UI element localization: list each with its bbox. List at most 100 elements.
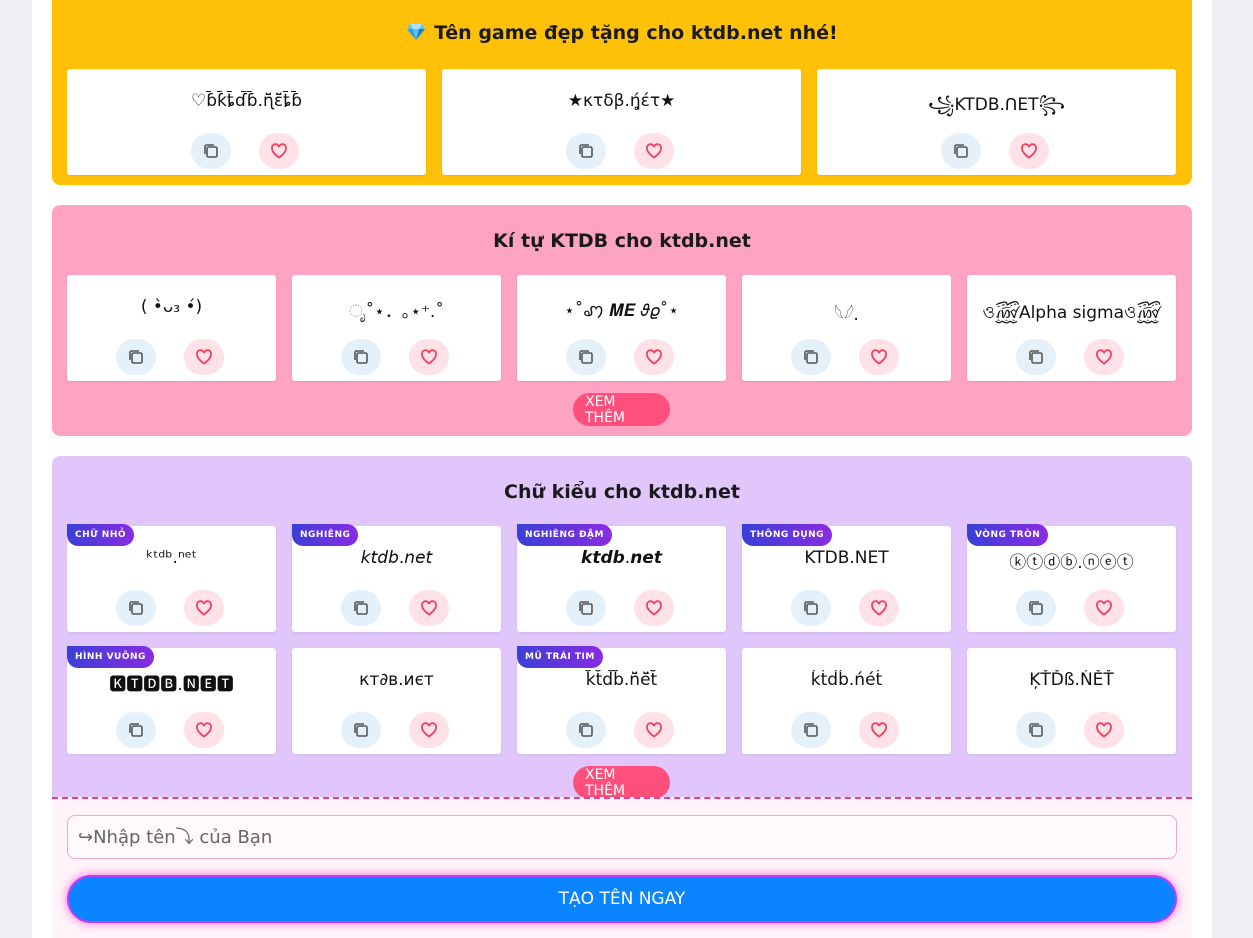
heart-icon (645, 721, 663, 739)
style-name-text: 𝘬𝘵𝘥𝘣.𝘯𝘦𝘵 (360, 548, 433, 568)
heart-icon (870, 721, 888, 739)
copy-icon (1027, 721, 1045, 739)
copy-icon (802, 599, 820, 617)
style-badge: THÔNG DỤNG (742, 524, 833, 546)
heart-icon (1095, 721, 1113, 739)
heart-icon (870, 599, 888, 617)
page: Tên game đẹp tặng cho ktdb.net nhé! Kí t… (32, 0, 1212, 938)
style-name-text: KTDB.NET (804, 548, 889, 568)
copy-button[interactable] (565, 339, 606, 375)
chu-kieu-card: ⓚⓣⓓⓑ.ⓝⓔⓣ VÒNG TRÒN (967, 524, 1176, 632)
heart-icon (195, 348, 213, 366)
style-name-text: ꧁KTDB.ᑎET꧂ (927, 95, 1066, 115)
copy-icon (202, 142, 220, 160)
name-input[interactable] (67, 815, 1177, 859)
copy-button[interactable] (115, 590, 156, 626)
copy-button[interactable] (790, 590, 831, 626)
ki-tu-more-button[interactable]: XEM THÊM (573, 393, 670, 426)
heart-icon (645, 348, 663, 366)
style-badge: CHỮ NHỎ (67, 524, 135, 546)
copy-button[interactable] (190, 133, 231, 169)
like-button[interactable] (183, 339, 224, 375)
heart-icon (870, 348, 888, 366)
style-name-text: k̆̈t̆̈d̆̈b̆̈.n̆̈ĕ̈t̆̈ (585, 670, 658, 690)
like-button[interactable] (633, 133, 674, 169)
like-button[interactable] (408, 590, 449, 626)
copy-button[interactable] (340, 712, 381, 748)
like-button[interactable] (858, 712, 899, 748)
chu-kieu-card: ĶŤĎß.ŃĚŤ (967, 648, 1176, 754)
game-names-title: Tên game đẹp tặng cho ktdb.net nhé! (434, 22, 838, 44)
chu-kieu-card: KTDB.NET THÔNG DỤNG (742, 524, 951, 632)
style-badge: MŨ TRÁI TIM (517, 646, 603, 668)
like-button[interactable] (633, 712, 674, 748)
copy-icon (352, 599, 370, 617)
ki-tu-title: Kí tự KTDB cho ktdb.net (493, 230, 751, 252)
style-badge: VÒNG TRÒN (967, 524, 1049, 546)
heart-icon (1095, 348, 1113, 366)
copy-icon (352, 348, 370, 366)
copy-button[interactable] (565, 712, 606, 748)
ki-tu-card: ⋆˚ꩇ 𝑴𝑬 𝜗𝜚˚⋆ (517, 275, 726, 381)
like-button[interactable] (408, 339, 449, 375)
like-button[interactable] (858, 339, 899, 375)
heart-icon (645, 599, 663, 617)
copy-button[interactable] (565, 133, 606, 169)
like-button[interactable] (258, 133, 299, 169)
copy-button[interactable] (1015, 590, 1056, 626)
copy-button[interactable] (565, 590, 606, 626)
heart-icon (420, 721, 438, 739)
copy-icon (1027, 599, 1045, 617)
copy-button[interactable] (115, 339, 156, 375)
copy-icon (127, 721, 145, 739)
style-name-text: ĶŤĎß.ŃĚŤ (1029, 670, 1114, 690)
copy-button[interactable] (1015, 339, 1056, 375)
copy-button[interactable] (340, 339, 381, 375)
copy-button[interactable] (1015, 712, 1056, 748)
like-button[interactable] (1083, 590, 1124, 626)
style-name-text: ⓚⓣⓓⓑ.ⓝⓔⓣ (1009, 553, 1134, 573)
game-name-card: ★κτδβ.ή̥έτ★ (442, 69, 801, 175)
heart-icon (645, 142, 663, 160)
copy-icon (1027, 348, 1045, 366)
copy-button[interactable] (340, 590, 381, 626)
chu-kieu-card: 𝘬𝘵𝘥𝘣.𝘯𝘦𝘵 NGHIÊNG (292, 524, 501, 632)
chu-kieu-card: k̆̈t̆̈d̆̈b̆̈.n̆̈ĕ̈t̆̈ MŨ TRÁI TIM (517, 646, 726, 754)
copy-icon (952, 142, 970, 160)
style-name-text: ও꫞Alpha sigmaও꫞ (982, 303, 1161, 323)
chu-kieu-more-button[interactable]: XEM THÊM (573, 766, 670, 799)
game-names-title-row: Tên game đẹp tặng cho ktdb.net nhé! (52, 22, 1192, 44)
style-name-text: ೃ˚⋆．｡⋆⁺.˚ (349, 302, 444, 322)
like-button[interactable] (183, 712, 224, 748)
like-button[interactable] (183, 590, 224, 626)
ki-tu-card: 𓆩𓆪. (742, 275, 951, 381)
style-badge: NGHIÊNG (292, 524, 359, 546)
copy-icon (577, 348, 595, 366)
create-name-button[interactable]: TẠO TÊN NGAY (67, 875, 1177, 923)
style-name-text: 𓆩𓆪. (834, 305, 859, 325)
chu-kieu-card: ᵏᵗᵈᵇ.ⁿᵉᵗ CHỮ NHỎ (67, 524, 276, 632)
style-name-text: кт∂в.иєт (359, 670, 434, 690)
heart-icon (270, 142, 288, 160)
like-button[interactable] (633, 339, 674, 375)
copy-icon (802, 721, 820, 739)
copy-icon (802, 348, 820, 366)
name-form: TẠO TÊN NGAY (52, 797, 1192, 938)
like-button[interactable] (1008, 133, 1049, 169)
copy-button[interactable] (790, 339, 831, 375)
copy-button[interactable] (940, 133, 981, 169)
style-name-text: ♡ɓ̆̈ƙ̆̈ȶ̆̈ɗ̆̈ɓ̆̈.ɳ̆̈ɛ̆̈ȶ̆̈ɓ̆̈ (190, 91, 303, 111)
copy-button[interactable] (115, 712, 156, 748)
like-button[interactable] (408, 712, 449, 748)
style-name-text: ( •̀ᴗ₃ •́) (140, 297, 203, 317)
copy-icon (127, 348, 145, 366)
like-button[interactable] (1083, 712, 1124, 748)
copy-button[interactable] (790, 712, 831, 748)
game-name-card: ♡ɓ̆̈ƙ̆̈ȶ̆̈ɗ̆̈ɓ̆̈.ɳ̆̈ɛ̆̈ȶ̆̈ɓ̆̈ (67, 69, 426, 175)
chu-kieu-card: 𝙠𝙩𝙙𝙗.𝙣𝙚𝙩 NGHIÊNG ĐẬM (517, 524, 726, 632)
ki-tu-card: ೃ˚⋆．｡⋆⁺.˚ (292, 275, 501, 381)
like-button[interactable] (858, 590, 899, 626)
like-button[interactable] (1083, 339, 1124, 375)
like-button[interactable] (633, 590, 674, 626)
chu-kieu-card: 🅺🆃🅳🅱.🅽🅴🆃 HÌNH VUÔNG (67, 646, 276, 754)
